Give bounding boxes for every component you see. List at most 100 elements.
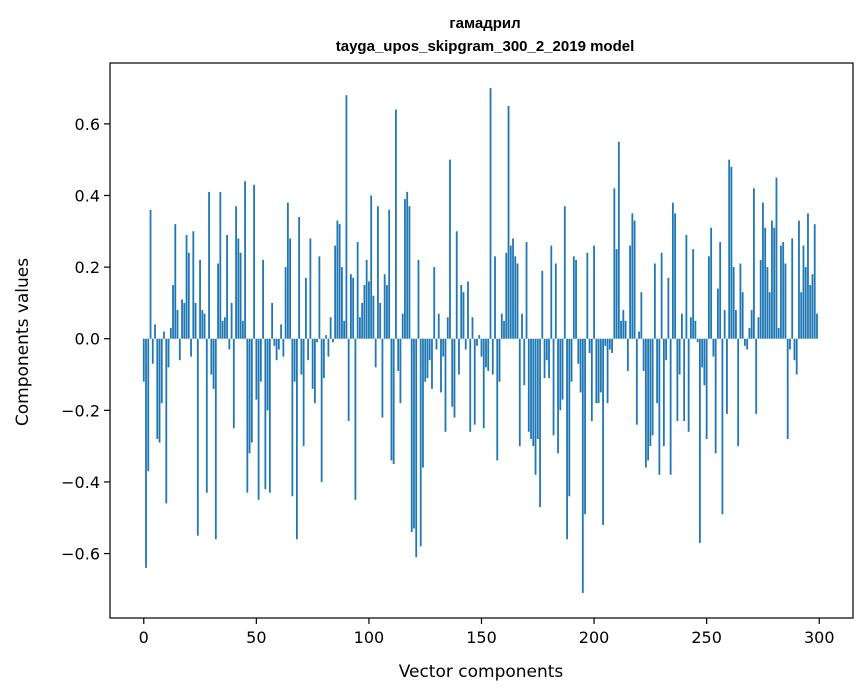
bar <box>341 267 343 339</box>
bar <box>253 184 255 339</box>
bar <box>744 338 746 346</box>
bar <box>602 338 604 525</box>
bar <box>286 202 289 339</box>
bar <box>800 292 803 339</box>
bar <box>674 213 677 339</box>
bar <box>329 317 332 339</box>
bar <box>212 338 215 389</box>
bar <box>230 302 233 339</box>
bar <box>183 302 186 339</box>
bar <box>498 338 501 382</box>
bar <box>678 338 681 375</box>
bar <box>566 338 568 540</box>
bar <box>187 252 190 339</box>
bar <box>259 338 262 382</box>
bar <box>804 267 807 339</box>
bar <box>708 256 710 339</box>
bar <box>435 338 438 350</box>
bar <box>473 338 476 425</box>
bar <box>710 227 713 339</box>
bar <box>165 338 168 504</box>
bar <box>726 338 728 414</box>
bar <box>536 338 539 439</box>
bar <box>298 216 301 339</box>
bar <box>313 338 316 404</box>
x-tick-label: 250 <box>691 628 722 647</box>
bar <box>338 224 341 339</box>
bar <box>149 209 152 339</box>
chart-subtitle: tayga_upos_skipgram_300_2_2019 model <box>336 38 635 55</box>
bar <box>667 277 670 339</box>
bar <box>588 338 591 354</box>
bar <box>248 338 251 454</box>
bar <box>516 263 519 339</box>
bar <box>386 285 388 339</box>
bar <box>428 338 431 361</box>
bar <box>192 231 195 339</box>
bar <box>748 327 751 339</box>
y-axis-label: Components values <box>13 258 33 426</box>
bar <box>419 338 422 547</box>
y-tick-label: −0.2 <box>61 401 100 420</box>
bar <box>354 338 357 500</box>
bar <box>210 338 213 375</box>
bar <box>309 238 312 339</box>
bar <box>593 245 595 339</box>
bar <box>476 338 478 346</box>
bar <box>543 338 546 379</box>
bar <box>142 338 145 382</box>
bar <box>293 338 296 382</box>
bar <box>539 338 541 507</box>
bar <box>417 259 420 339</box>
bar <box>221 320 224 339</box>
bar <box>365 259 368 339</box>
bar <box>579 338 582 393</box>
bar <box>275 338 278 361</box>
bar <box>359 317 361 339</box>
bar <box>775 177 778 339</box>
bar <box>226 234 228 339</box>
bar <box>332 338 334 343</box>
bar <box>755 338 758 414</box>
bar <box>404 199 406 339</box>
bar <box>478 335 481 339</box>
bar <box>311 338 314 389</box>
bar <box>773 227 776 339</box>
bar <box>401 313 404 339</box>
bar <box>730 166 733 339</box>
bar <box>289 238 292 339</box>
bar <box>647 338 650 461</box>
bar <box>219 191 222 339</box>
chart-title-group: гамадрил tayga_upos_skipgram_300_2_2019 … <box>336 15 635 55</box>
bar <box>268 338 271 493</box>
bar <box>757 317 760 339</box>
bar <box>665 338 668 361</box>
bar <box>554 263 557 339</box>
bar <box>561 338 564 400</box>
bar <box>277 338 280 350</box>
bar <box>422 338 424 468</box>
bar <box>167 338 170 368</box>
bar <box>201 310 204 339</box>
bar <box>284 267 287 339</box>
bar <box>577 338 580 364</box>
bar <box>426 338 429 379</box>
bar <box>737 338 740 447</box>
bar <box>145 338 147 568</box>
bar <box>721 338 724 515</box>
bar <box>581 338 584 593</box>
bar <box>701 338 704 368</box>
bar <box>732 267 735 339</box>
bar <box>291 338 294 497</box>
bar <box>160 338 163 404</box>
y-tick-label: 0.4 <box>75 186 100 205</box>
bar <box>482 338 485 429</box>
x-tick-label: 50 <box>246 628 266 647</box>
bar <box>782 242 785 339</box>
bar <box>169 327 172 339</box>
bar <box>336 220 339 339</box>
bar <box>302 338 305 447</box>
bar <box>194 302 197 339</box>
bar <box>383 274 386 339</box>
